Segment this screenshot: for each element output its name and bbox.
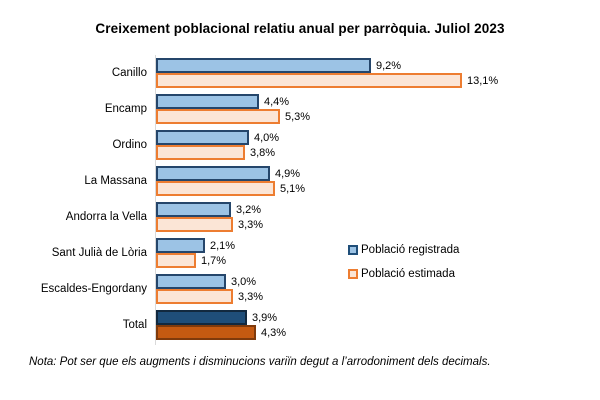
bar-line-registered: 3,2% [156,202,263,217]
value-label-registered: 3,2% [236,203,262,216]
bar-group: 9,2% 13,1% [156,58,498,88]
category-label: Ordino [112,139,147,151]
bar-group: 4,0% 3,8% [156,130,279,160]
bar-estimated [156,217,233,232]
category-label: Escaldes-Engordany [40,283,147,295]
bar-line-registered: 9,2% [156,58,498,73]
value-label-estimated: 3,8% [250,146,276,159]
value-label-registered: 4,0% [254,131,280,144]
legend-label-estimated: Població estimada [361,267,455,280]
value-label-estimated: 5,3% [285,110,311,123]
value-label-registered: 3,9% [252,311,278,324]
bar-estimated [156,181,275,196]
chart-row: La Massana 4,9% 5,1% [0,166,600,196]
value-label-estimated: 13,1% [467,74,499,87]
bar-estimated [156,325,256,340]
bar-line-estimated: 5,3% [156,109,310,124]
bar-registered [156,274,226,289]
bar-registered [156,238,205,253]
bar-estimated [156,289,233,304]
bar-group: 3,0% 3,3% [156,274,263,304]
bar-line-estimated: 4,3% [156,325,286,340]
chart-row: Andorra la Vella 3,2% 3,3% [0,202,600,232]
bar-registered [156,166,270,181]
bar-group: 4,4% 5,3% [156,94,310,124]
value-label-registered: 2,1% [210,239,236,252]
bar-chart: Canillo 9,2% 13,1% Encamp 4,4% 5,3% [0,55,600,348]
bar-line-registered: 3,9% [156,310,286,325]
bar-registered [156,130,249,145]
value-label-estimated: 3,3% [238,218,264,231]
bar-registered [156,58,371,73]
category-label: Andorra la Vella [65,211,147,223]
chart-row: Encamp 4,4% 5,3% [0,94,600,124]
bar-estimated [156,109,280,124]
chart-row: Total 3,9% 4,3% [0,310,600,340]
value-label-registered: 9,2% [376,59,402,72]
bar-line-registered: 2,1% [156,238,235,253]
category-label: La Massana [84,175,147,187]
category-axis-line [155,55,156,345]
bar-line-estimated: 3,3% [156,289,263,304]
value-label-registered: 3,0% [231,275,257,288]
category-label: Sant Julià de Lòria [51,247,147,259]
bar-line-registered: 4,0% [156,130,279,145]
legend-item-estimated: Població estimada [348,266,459,281]
chart-rows: Canillo 9,2% 13,1% Encamp 4,4% 5,3% [0,58,600,340]
value-label-estimated: 5,1% [280,182,306,195]
legend-item-registered: Població registrada [348,242,459,257]
bar-line-estimated: 13,1% [156,73,498,88]
bar-line-estimated: 3,8% [156,145,279,160]
value-label-estimated: 4,3% [261,326,287,339]
bar-group: 3,2% 3,3% [156,202,263,232]
legend-label-registered: Població registrada [361,243,460,256]
chart-title: Creixement poblacional relatiu anual per… [95,21,505,36]
chart-row: Escaldes-Engordany 3,0% 3,3% [0,274,600,304]
legend-swatch-estimated-icon [348,268,358,279]
category-label: Encamp [104,103,147,115]
bar-group: 4,9% 5,1% [156,166,305,196]
bar-group: 2,1% 1,7% [156,238,235,268]
category-label: Total [122,319,147,331]
bar-registered [156,202,231,217]
bar-line-registered: 4,4% [156,94,310,109]
bar-line-registered: 3,0% [156,274,263,289]
bar-line-estimated: 1,7% [156,253,235,268]
legend-swatch-registered-icon [348,244,358,255]
bar-line-estimated: 3,3% [156,217,263,232]
value-label-registered: 4,4% [264,95,290,108]
chart-row: Canillo 9,2% 13,1% [0,58,600,88]
bar-group: 3,9% 4,3% [156,310,286,340]
chart-row: Ordino 4,0% 3,8% [0,130,600,160]
bar-estimated [156,73,462,88]
value-label-estimated: 1,7% [201,254,227,267]
bar-registered [156,310,247,325]
category-label: Canillo [111,67,147,79]
bar-estimated [156,253,196,268]
value-label-registered: 4,9% [275,167,301,180]
bar-estimated [156,145,245,160]
bar-registered [156,94,259,109]
chart-row: Sant Julià de Lòria 2,1% 1,7% [0,238,600,268]
legend: Població registrada Població estimada [348,242,459,290]
bar-line-estimated: 5,1% [156,181,305,196]
bar-line-registered: 4,9% [156,166,305,181]
value-label-estimated: 3,3% [238,290,264,303]
footnote: Nota: Pot ser que els augments i disminu… [29,356,491,368]
